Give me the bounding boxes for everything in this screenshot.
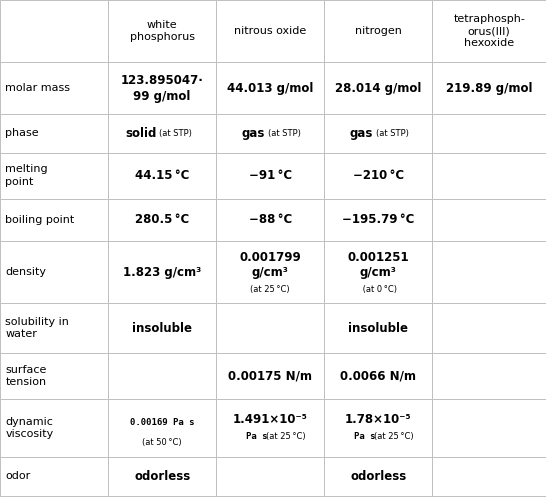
Bar [324, 153, 432, 199]
Text: tetraphosph-
orus(III)
hexoxide: tetraphosph- orus(III) hexoxide [453, 13, 525, 49]
Bar [108, 399, 216, 457]
Bar [216, 199, 324, 241]
Text: (at 0 °C): (at 0 °C) [360, 285, 397, 294]
Bar [216, 399, 324, 457]
Bar [432, 303, 546, 353]
Text: (at STP): (at STP) [376, 129, 408, 138]
Bar [108, 303, 216, 353]
Bar [216, 153, 324, 199]
Text: phase: phase [5, 128, 39, 139]
Bar [0, 199, 108, 241]
Text: gas: gas [349, 127, 373, 140]
Bar [216, 457, 324, 496]
Bar [432, 399, 546, 457]
Text: −91 °C: −91 °C [249, 169, 292, 182]
Text: 28.014 g/mol: 28.014 g/mol [335, 82, 422, 95]
Bar [0, 114, 108, 153]
Text: 123.895047·
99 g/mol: 123.895047· 99 g/mol [121, 74, 204, 103]
Text: Pa s: Pa s [354, 432, 376, 441]
Bar [324, 457, 432, 496]
Text: melting
point: melting point [5, 165, 48, 187]
Bar [432, 153, 546, 199]
Text: −195.79 °C: −195.79 °C [342, 213, 414, 227]
Text: 1.78×10⁻⁵: 1.78×10⁻⁵ [345, 413, 412, 426]
Text: 0.001251
g/cm³: 0.001251 g/cm³ [348, 250, 409, 279]
Text: molar mass: molar mass [5, 83, 70, 93]
Bar [324, 241, 432, 303]
Text: odorless: odorless [134, 470, 191, 483]
Text: (at 25 °C): (at 25 °C) [374, 432, 413, 441]
Text: Pa s: Pa s [246, 432, 268, 441]
Bar [432, 241, 546, 303]
Text: −210 °C: −210 °C [353, 169, 404, 182]
Bar [216, 303, 324, 353]
Text: nitrous oxide: nitrous oxide [234, 26, 306, 36]
Bar [324, 0, 432, 62]
Text: −88 °C: −88 °C [248, 213, 292, 227]
Bar [108, 62, 216, 114]
Bar [324, 303, 432, 353]
Bar [0, 0, 108, 62]
Text: solid: solid [126, 127, 157, 140]
Text: density: density [5, 267, 46, 277]
Text: solubility in
water: solubility in water [5, 317, 69, 339]
Text: gas: gas [241, 127, 265, 140]
Bar [108, 241, 216, 303]
Text: (at STP): (at STP) [159, 129, 192, 138]
Bar [216, 241, 324, 303]
Bar [0, 153, 108, 199]
Bar [0, 241, 108, 303]
Bar [324, 399, 432, 457]
Bar [108, 457, 216, 496]
Text: boiling point: boiling point [5, 215, 75, 225]
Text: white
phosphorus: white phosphorus [129, 20, 195, 42]
Bar [216, 0, 324, 62]
Text: (at 25 °C): (at 25 °C) [266, 432, 305, 441]
Text: dynamic
viscosity: dynamic viscosity [5, 417, 54, 439]
Text: 0.0066 N/m: 0.0066 N/m [340, 369, 417, 383]
Text: 280.5 °C: 280.5 °C [135, 213, 189, 227]
Bar [0, 399, 108, 457]
Bar [324, 199, 432, 241]
Text: odor: odor [5, 471, 31, 482]
Bar [324, 114, 432, 153]
Text: 219.89 g/mol: 219.89 g/mol [446, 82, 532, 95]
Bar [0, 62, 108, 114]
Bar [432, 62, 546, 114]
Bar [216, 114, 324, 153]
Bar [216, 62, 324, 114]
Text: 0.00175 N/m: 0.00175 N/m [228, 369, 312, 383]
Bar [432, 199, 546, 241]
Bar [324, 353, 432, 399]
Text: 1.491×10⁻⁵: 1.491×10⁻⁵ [233, 413, 308, 426]
Bar [216, 353, 324, 399]
Bar [432, 114, 546, 153]
Text: odorless: odorless [350, 470, 407, 483]
Text: nitrogen: nitrogen [355, 26, 402, 36]
Bar [0, 353, 108, 399]
Text: 0.001799
g/cm³: 0.001799 g/cm³ [239, 250, 301, 279]
Bar [432, 0, 546, 62]
Text: (at 25 °C): (at 25 °C) [251, 285, 290, 294]
Bar [108, 114, 216, 153]
Bar [108, 199, 216, 241]
Text: insoluble: insoluble [348, 322, 408, 334]
Text: (at STP): (at STP) [268, 129, 300, 138]
Text: surface
tension: surface tension [5, 365, 47, 387]
Text: (at 50 °C): (at 50 °C) [143, 438, 182, 447]
Bar [108, 0, 216, 62]
Bar [0, 303, 108, 353]
Bar [108, 153, 216, 199]
Text: 0.00169 Pa s: 0.00169 Pa s [130, 418, 194, 427]
Bar [0, 457, 108, 496]
Text: 44.15 °C: 44.15 °C [135, 169, 189, 182]
Text: 44.013 g/mol: 44.013 g/mol [227, 82, 313, 95]
Text: insoluble: insoluble [132, 322, 192, 334]
Bar [432, 457, 546, 496]
Bar [432, 353, 546, 399]
Text: 1.823 g/cm³: 1.823 g/cm³ [123, 265, 201, 279]
Bar [324, 62, 432, 114]
Bar [108, 353, 216, 399]
